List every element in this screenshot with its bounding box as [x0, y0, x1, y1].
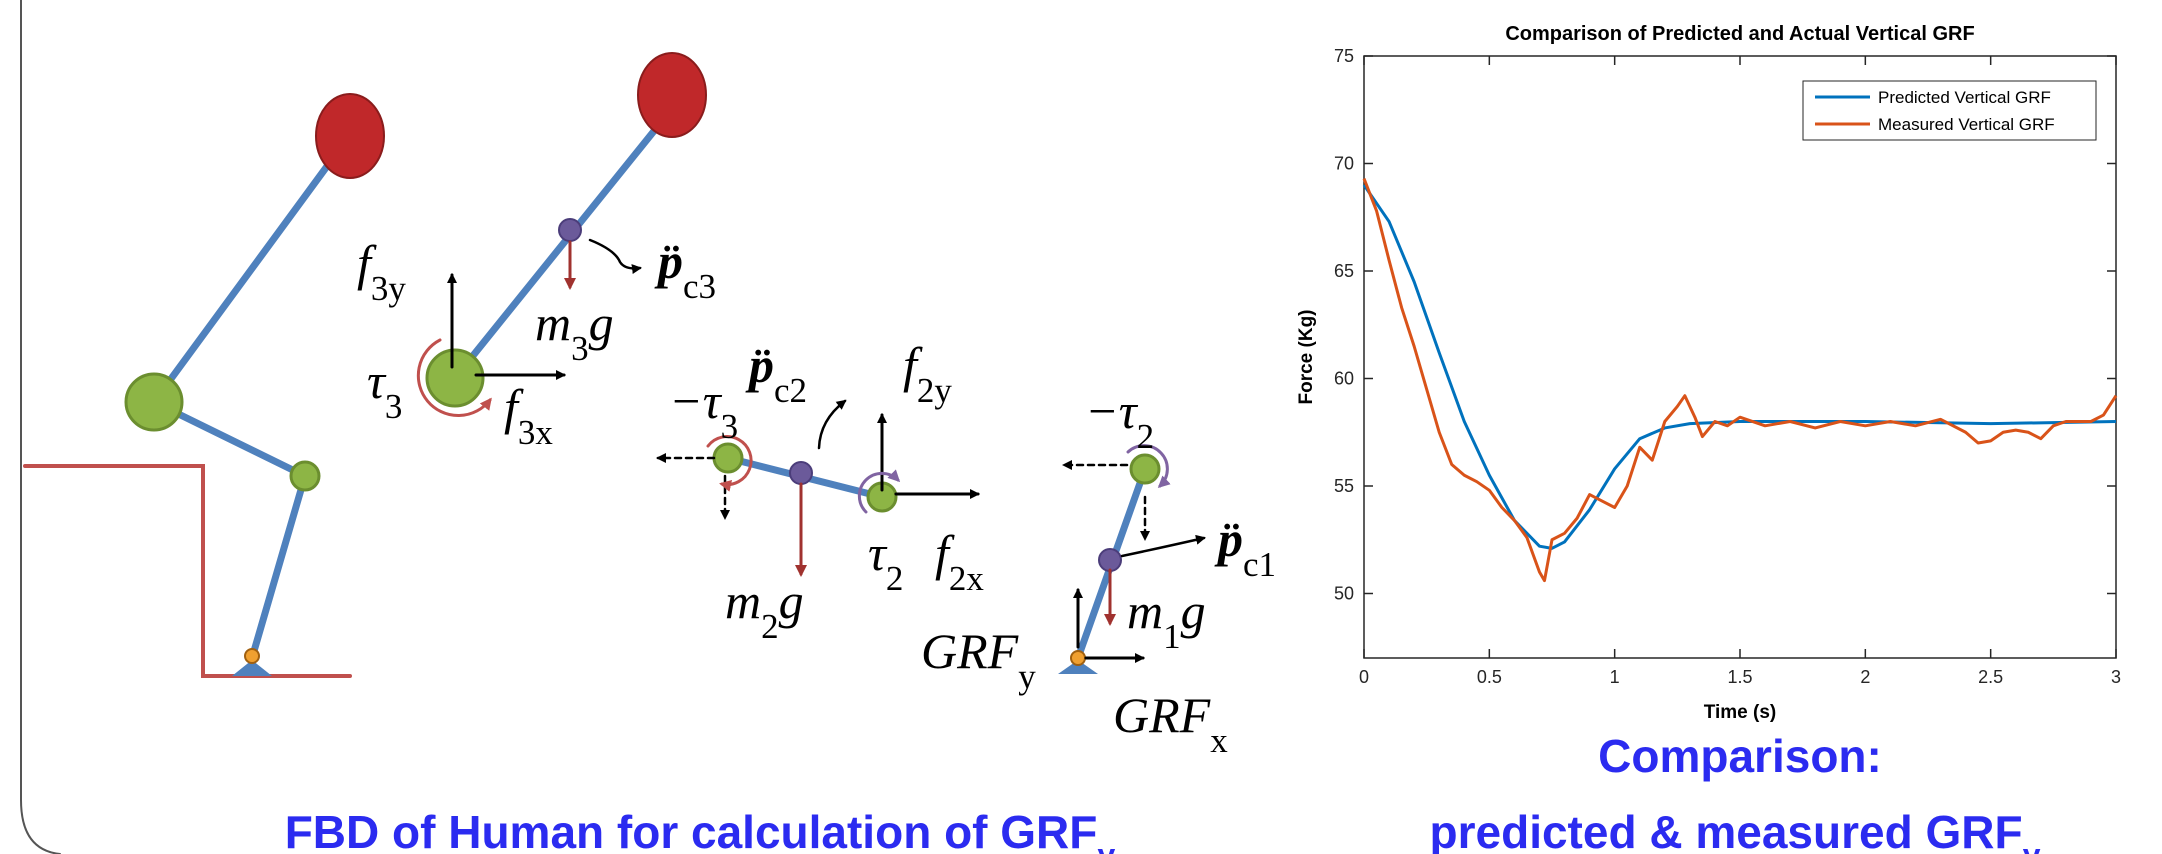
label-main: −τ [1085, 383, 1139, 439]
hip-joint [427, 350, 483, 406]
label-main: m [725, 573, 761, 629]
label-subscript: 1 [1163, 617, 1181, 656]
math-label: m3g [535, 295, 614, 368]
label-subscript: 3y [371, 269, 407, 308]
x-tick-label: 1.5 [1727, 667, 1752, 687]
math-label: p̈c1 [1214, 511, 1276, 584]
math-label: f2y [903, 337, 952, 410]
label-after: g [589, 295, 614, 351]
label-subscript: 3 [385, 387, 403, 426]
chart-title: Comparison of Predicted and Actual Verti… [1505, 23, 1974, 45]
chart: Comparison of Predicted and Actual Verti… [1296, 23, 2121, 723]
y-tick-label: 55 [1334, 476, 1354, 496]
label-subscript: 3 [721, 407, 739, 446]
com-1 [1099, 549, 1121, 571]
legend-label: Measured Vertical GRF [1878, 115, 2055, 134]
chart-caption: Comparison: [1598, 730, 1882, 782]
ankle-joint [245, 649, 259, 663]
label-subscript: 2y [917, 371, 953, 410]
y-axis-label: Force (Kg) [1296, 310, 1317, 405]
math-label: τ2 [868, 525, 903, 598]
label-main: p̈ [654, 233, 683, 289]
label-subscript: y [1018, 657, 1036, 696]
x-tick-label: 0.5 [1477, 667, 1502, 687]
caption-subscript: y [1097, 837, 1115, 854]
caption-text: FBD of Human for calculation of GRF [285, 806, 1098, 854]
legend-label: Predicted Vertical GRF [1878, 88, 2051, 107]
label-subscript: c3 [683, 267, 716, 306]
label-subscript: 3x [518, 413, 554, 452]
accel-arrow [819, 401, 845, 448]
plot-area [1364, 56, 2116, 658]
caption-text: predicted & measured GRF [1430, 806, 2023, 854]
label-main: p̈ [1214, 511, 1243, 567]
label-subscript: 2 [1137, 417, 1155, 456]
chart-caption: predicted & measured GRFy [1430, 806, 2041, 854]
label-subscript: c2 [774, 371, 807, 410]
shank [252, 476, 305, 658]
com-3 [559, 219, 581, 241]
math-label: −τ3 [669, 373, 738, 446]
accel-arrow [1122, 538, 1204, 556]
knee-joint [291, 462, 319, 490]
math-label: −τ2 [1085, 383, 1154, 456]
knee-joint [1131, 455, 1159, 483]
math-label: m2g [725, 573, 804, 646]
label-subscript: c1 [1243, 545, 1276, 584]
label-subscript: 2 [761, 607, 779, 646]
head [316, 94, 384, 178]
y-tick-label: 65 [1334, 261, 1354, 281]
label-main: GRF [1113, 687, 1211, 743]
y-tick-label: 75 [1334, 46, 1354, 66]
x-tick-label: 3 [2111, 667, 2121, 687]
com-2 [790, 462, 812, 484]
math-label: p̈c3 [654, 233, 716, 306]
math-label: GRFy [921, 623, 1036, 696]
label-main: m [1127, 583, 1163, 639]
label-main: m [535, 295, 571, 351]
label-after: g [1181, 583, 1206, 639]
label-subscript: 2 [886, 559, 904, 598]
label-after: g [779, 573, 804, 629]
x-axis-label: Time (s) [1704, 702, 1777, 723]
slide: f3yτ3f3xm3gp̈c3−τ3p̈c2f2yτ2f2xm2g−τ2p̈c1… [0, 0, 2162, 854]
math-label: τ3 [367, 353, 402, 426]
math-label: p̈c2 [745, 337, 807, 410]
x-tick-label: 2.5 [1978, 667, 2003, 687]
math-label: f2x [935, 525, 984, 598]
y-tick-label: 50 [1334, 584, 1354, 604]
math-label: GRFx [1113, 687, 1228, 760]
caption-subscript: y [2023, 837, 2041, 854]
slide-border [21, 0, 60, 854]
head [638, 53, 706, 137]
y-tick-label: 60 [1334, 369, 1354, 389]
label-main: −τ [669, 373, 723, 429]
x-tick-label: 2 [1860, 667, 1870, 687]
y-tick-label: 70 [1334, 154, 1354, 174]
math-label: m1g [1127, 583, 1206, 656]
label-subscript: x [1210, 721, 1228, 760]
math-label: f3x [504, 379, 553, 452]
x-tick-label: 0 [1359, 667, 1369, 687]
label-subscript: 2x [949, 559, 985, 598]
math-label: f3y [357, 235, 406, 308]
torso [154, 154, 336, 402]
diagram-caption: FBD of Human for calculation of GRFy [285, 806, 1116, 854]
ankle-joint [1071, 651, 1085, 665]
label-subscript: 3 [571, 329, 589, 368]
accel-arrow [590, 240, 640, 268]
label-main: p̈ [745, 337, 774, 393]
diagram [21, 0, 1204, 854]
hip-joint [126, 374, 182, 430]
label-main: GRF [921, 623, 1019, 679]
x-tick-label: 1 [1610, 667, 1620, 687]
hip-joint [714, 444, 742, 472]
